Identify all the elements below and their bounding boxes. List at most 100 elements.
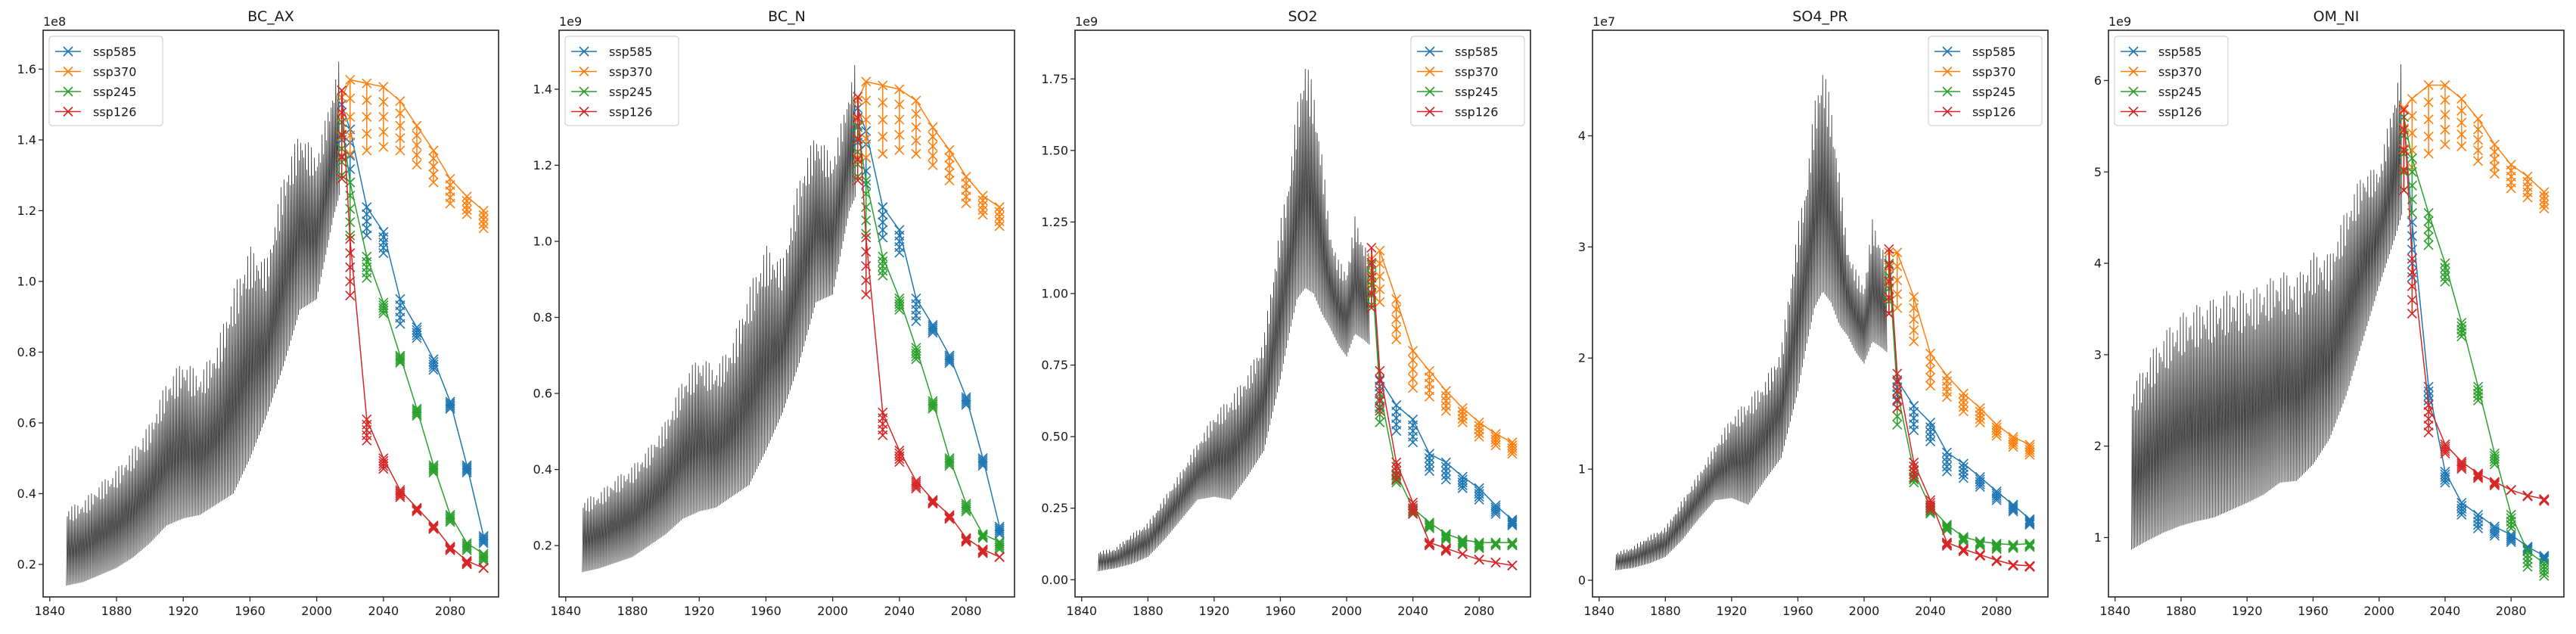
data-point-marker — [445, 542, 455, 552]
legend-label: ssp126 — [93, 105, 136, 120]
legend-box — [564, 36, 679, 126]
data-point-marker — [461, 464, 472, 474]
legend-label: ssp245 — [2158, 85, 2202, 99]
data-point-marker — [977, 547, 988, 558]
legend-label: ssp245 — [1455, 85, 1498, 99]
legend-item-ssp126: ssp126 — [1417, 105, 1498, 120]
data-point-marker — [894, 304, 905, 315]
legend-marker-icon — [63, 66, 73, 77]
data-point-marker — [1941, 522, 1953, 533]
data-point-marker — [2440, 263, 2450, 273]
data-point-marker — [1375, 375, 1385, 386]
data-point-marker — [1391, 304, 1402, 315]
data-point-marker — [1424, 449, 1435, 459]
y-tick-label: 0.8 — [17, 345, 36, 359]
series-line — [1371, 249, 1513, 443]
data-point-marker — [345, 93, 356, 104]
data-point-marker — [1474, 494, 1484, 505]
data-point-marker — [2423, 216, 2434, 226]
data-point-marker — [1941, 456, 1953, 468]
x-tick-label: 2040 — [884, 604, 915, 618]
data-point-marker — [928, 328, 938, 338]
data-point-marker — [2456, 509, 2467, 520]
data-point-marker — [1909, 469, 1919, 480]
data-point-marker — [977, 458, 988, 469]
y-tick-label: 0.6 — [17, 415, 36, 430]
data-point-marker — [1391, 426, 1402, 437]
legend-label: ssp370 — [2158, 65, 2202, 79]
y-tick-label: 3 — [1578, 240, 1586, 254]
data-point-marker — [1375, 409, 1385, 420]
axes-frame — [558, 30, 1015, 598]
data-point-marker — [1424, 521, 1435, 532]
data-point-marker — [428, 522, 439, 533]
data-point-marker — [1941, 521, 1953, 531]
data-point-marker — [977, 200, 988, 210]
data-point-marker — [878, 114, 888, 125]
data-point-marker — [2473, 395, 2484, 406]
data-point-marker — [2407, 231, 2417, 241]
data-point-marker — [345, 234, 356, 244]
data-point-marker — [478, 210, 489, 220]
data-point-marker — [1909, 461, 1919, 472]
data-point-marker — [944, 354, 955, 365]
data-point-marker — [412, 505, 422, 516]
data-point-marker — [2539, 204, 2550, 214]
data-point-marker — [2506, 536, 2516, 548]
data-point-marker — [1925, 427, 1936, 437]
data-point-marker — [1909, 303, 1919, 313]
data-point-marker — [445, 542, 455, 553]
data-point-marker — [1440, 474, 1451, 485]
data-point-marker — [1909, 457, 1919, 468]
data-point-marker — [2456, 94, 2467, 104]
series-line — [1371, 265, 1512, 543]
data-point-marker — [478, 563, 489, 573]
legend-marker-icon — [579, 46, 589, 57]
data-point-marker — [2407, 180, 2417, 191]
series-ssp370 — [337, 74, 489, 234]
x-tick-label: 1840 — [34, 604, 65, 618]
y-offset-label: 1e7 — [1593, 14, 1615, 29]
data-point-marker — [461, 543, 472, 554]
data-point-marker — [2407, 110, 2417, 121]
legend-label: ssp585 — [1455, 45, 1498, 59]
data-point-marker — [2008, 442, 2018, 452]
data-point-marker — [1991, 542, 2002, 553]
data-point-marker — [2423, 114, 2434, 125]
data-point-marker — [928, 122, 938, 132]
series-line — [340, 104, 484, 536]
data-point-marker — [1457, 402, 1468, 413]
data-point-marker — [445, 400, 455, 411]
data-point-marker — [2398, 104, 2409, 115]
data-point-marker — [1958, 534, 1969, 545]
data-point-marker — [1507, 516, 1518, 527]
historical-line — [1098, 68, 1370, 572]
y-tick-label: 0.50 — [1041, 430, 1068, 444]
data-point-marker — [2489, 477, 2500, 487]
data-point-marker — [2539, 551, 2550, 561]
data-point-marker — [395, 95, 406, 107]
data-point-marker — [1975, 477, 1985, 487]
series-line — [1888, 263, 2031, 520]
data-point-marker — [2489, 154, 2500, 164]
data-point-marker — [961, 536, 971, 547]
x-tick-label: 2080 — [435, 604, 466, 618]
subplot-so2: SO2 1e9 1840 1880 1920 1960 2000 2040 2080 0.00… — [1041, 8, 1531, 618]
data-point-marker — [362, 209, 372, 219]
legend-marker-icon — [1425, 86, 1435, 97]
data-point-marker — [2440, 267, 2450, 278]
data-point-marker — [2473, 471, 2484, 481]
data-point-marker — [1391, 477, 1402, 488]
data-point-marker — [878, 270, 888, 281]
x-tick-label: 2000 — [1332, 604, 1363, 618]
y-offset-label: 1e9 — [559, 14, 582, 29]
legend-label: ssp245 — [93, 85, 136, 99]
data-point-marker — [2398, 165, 2409, 176]
data-point-marker — [1958, 532, 1969, 542]
axes-frame — [1592, 30, 2049, 598]
y-offset-label: 1e9 — [1075, 14, 1098, 29]
plot-area — [66, 61, 489, 586]
data-point-marker — [2008, 431, 2018, 443]
data-point-marker — [944, 511, 955, 521]
plot-area — [1098, 68, 1518, 572]
